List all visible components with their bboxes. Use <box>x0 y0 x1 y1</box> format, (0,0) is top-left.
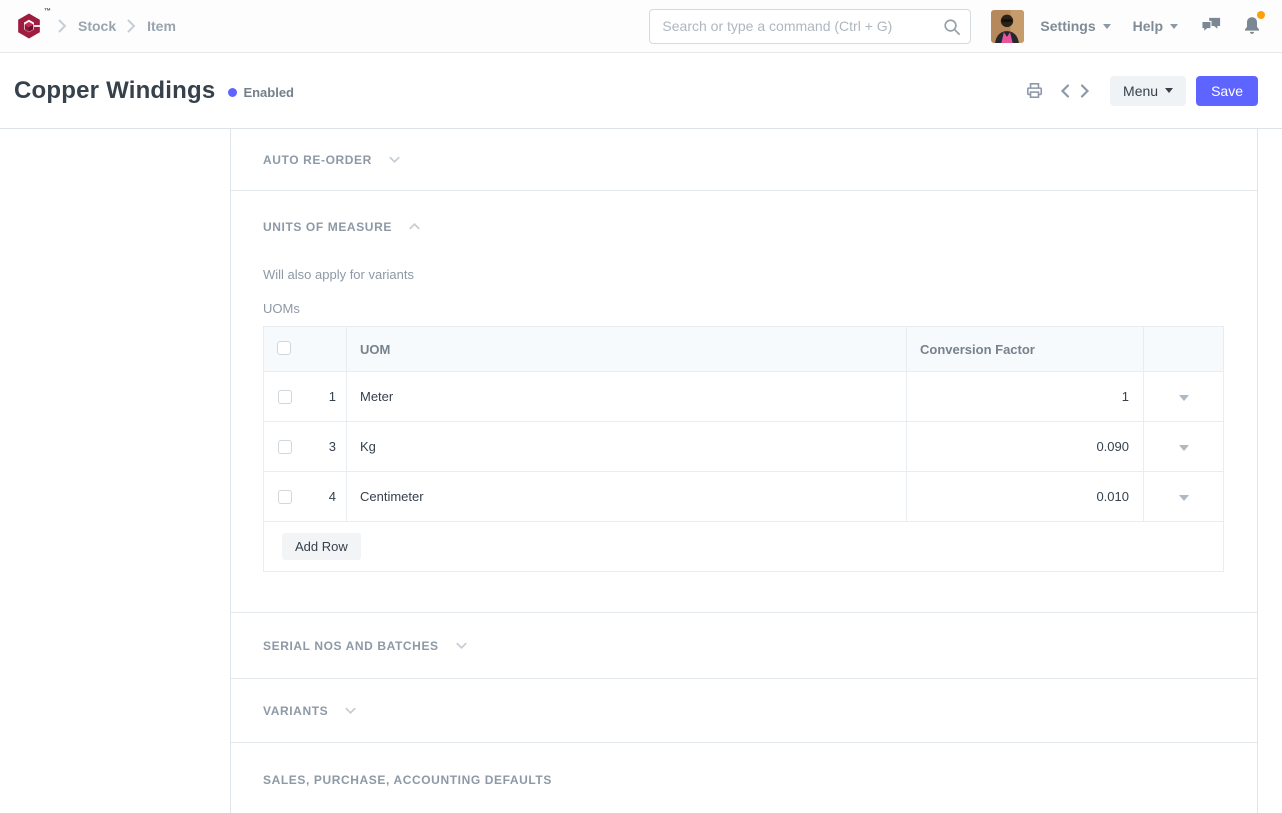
page-title: Copper Windings <box>14 76 216 104</box>
section-sales-purchase-accounting-defaults: SALES, PURCHASE, ACCOUNTING DEFAULTS <box>231 743 1257 813</box>
conversion-factor-cell[interactable]: 1 <box>906 371 1144 422</box>
uoms-field-label: UOMs <box>263 301 300 316</box>
conversion-factor-cell[interactable]: 0.090 <box>906 421 1144 472</box>
row-index[interactable]: 3 <box>328 439 336 454</box>
grid-header-check-cell <box>263 326 347 372</box>
status-dot <box>228 88 238 97</box>
select-all-checkbox[interactable] <box>277 340 291 355</box>
row-expand-button[interactable] <box>1143 421 1224 472</box>
search-icon <box>942 17 961 41</box>
table-row: 1 Meter 1 <box>263 371 1224 422</box>
uom-cell[interactable]: Centimeter <box>346 471 907 522</box>
menu-button[interactable]: Menu <box>1110 75 1187 106</box>
section-label: AUTO RE-ORDER <box>263 152 372 167</box>
printer-icon <box>1027 82 1043 99</box>
breadcrumb-chevron-icon <box>127 19 136 33</box>
conversion-factor-cell[interactable]: 0.010 <box>906 471 1144 522</box>
triangle-down-icon <box>1178 445 1189 451</box>
grid-header-uom: UOM <box>346 326 907 372</box>
grid-footer-cell: Add Row <box>263 521 1224 572</box>
section-auto-reorder-toggle[interactable]: AUTO RE-ORDER <box>263 152 1225 167</box>
help-label: Help <box>1132 18 1163 34</box>
section-sales-defaults-toggle[interactable]: SALES, PURCHASE, ACCOUNTING DEFAULTS <box>263 773 1225 787</box>
page-actions: Menu Save <box>1011 75 1258 106</box>
caret-down-icon <box>1170 23 1178 29</box>
navbar: ™ Stock Item <box>0 0 1282 53</box>
logo-trademark: ™ <box>44 8 51 15</box>
breadcrumb-chevron-icon <box>58 19 67 33</box>
row-checkbox[interactable] <box>278 389 292 404</box>
row-check-cell: 3 <box>263 421 347 472</box>
row-check-cell: 4 <box>263 471 347 522</box>
status-badge: Enabled <box>228 85 294 100</box>
menu-button-label: Menu <box>1123 82 1159 99</box>
chevron-down-icon <box>454 638 469 653</box>
settings-label: Settings <box>1040 18 1096 34</box>
chat-button[interactable] <box>1200 16 1222 36</box>
add-row-button[interactable]: Add Row <box>282 533 361 560</box>
chevron-right-icon <box>1080 83 1090 98</box>
grid-header-spacer <box>1143 326 1224 372</box>
section-units-of-measure-toggle[interactable]: UNITS OF MEASURE <box>263 219 1225 234</box>
breadcrumb-item-item[interactable]: Item <box>147 18 176 34</box>
triangle-down-icon <box>1178 495 1189 501</box>
uoms-grid: UOM Conversion Factor 1 Meter 1 <box>263 326 1224 572</box>
variants-note: Will also apply for variants <box>263 267 414 282</box>
section-serial-nos-and-batches: SERIAL NOS AND BATCHES <box>231 613 1257 679</box>
uom-cell[interactable]: Kg <box>346 421 907 472</box>
section-label: VARIANTS <box>263 703 329 718</box>
navbar-right: Settings Help <box>649 8 1266 44</box>
app-logo[interactable]: ™ <box>14 8 51 41</box>
breadcrumb: Stock Item <box>58 18 176 34</box>
notification-dot <box>1257 11 1265 19</box>
chevron-down-icon <box>387 152 402 167</box>
notifications-button[interactable] <box>1242 11 1265 37</box>
row-checkbox[interactable] <box>278 489 292 504</box>
row-expand-button[interactable] <box>1143 371 1224 422</box>
save-button[interactable]: Save <box>1196 75 1258 106</box>
help-menu[interactable]: Help <box>1133 18 1178 34</box>
row-check-cell: 1 <box>263 371 347 422</box>
prev-record-button[interactable] <box>1058 83 1071 99</box>
bell-icon <box>1245 17 1259 34</box>
section-variants: VARIANTS <box>231 679 1257 743</box>
section-variants-toggle[interactable]: VARIANTS <box>263 703 1225 718</box>
status-label: Enabled <box>243 85 295 100</box>
logo-icon <box>18 13 40 39</box>
section-auto-reorder: AUTO RE-ORDER <box>231 129 1257 191</box>
triangle-down-icon <box>1178 395 1189 401</box>
breadcrumb-item-stock[interactable]: Stock <box>78 18 117 34</box>
row-index[interactable]: 1 <box>328 389 336 404</box>
uom-cell[interactable]: Meter <box>346 371 907 422</box>
row-index[interactable]: 4 <box>328 489 336 504</box>
chevron-down-icon <box>343 703 358 718</box>
section-serial-nos-toggle[interactable]: SERIAL NOS AND BATCHES <box>263 638 1225 653</box>
settings-menu[interactable]: Settings <box>1040 18 1111 34</box>
grid-footer-row: Add Row <box>263 521 1224 572</box>
chevron-up-icon <box>407 219 422 234</box>
caret-down-icon <box>1102 23 1111 29</box>
section-units-of-measure: UNITS OF MEASURE Will also apply for var… <box>231 191 1257 613</box>
section-label: UNITS OF MEASURE <box>263 219 392 234</box>
save-button-label: Save <box>1211 82 1243 99</box>
grid-header-row: UOM Conversion Factor <box>263 326 1224 372</box>
caret-down-icon <box>1165 88 1174 93</box>
chat-icon <box>1201 17 1221 34</box>
record-nav <box>1058 83 1092 99</box>
search-input[interactable] <box>649 8 972 44</box>
chevron-left-icon <box>1060 83 1070 98</box>
next-record-button[interactable] <box>1079 83 1092 99</box>
global-search <box>649 8 972 44</box>
form-layout: AUTO RE-ORDER UNITS OF MEASURE Will also… <box>230 129 1258 813</box>
print-button[interactable] <box>1025 81 1044 100</box>
page-head: Copper Windings Enabled Menu Save <box>0 53 1282 129</box>
table-row: 4 Centimeter 0.010 <box>263 471 1224 522</box>
table-row: 3 Kg 0.090 <box>263 421 1224 472</box>
section-label: SALES, PURCHASE, ACCOUNTING DEFAULTS <box>263 773 552 787</box>
avatar[interactable] <box>991 9 1025 43</box>
grid-header-conversion-factor: Conversion Factor <box>906 326 1144 372</box>
row-checkbox[interactable] <box>278 439 292 454</box>
row-expand-button[interactable] <box>1143 471 1224 522</box>
section-label: SERIAL NOS AND BATCHES <box>263 638 439 653</box>
